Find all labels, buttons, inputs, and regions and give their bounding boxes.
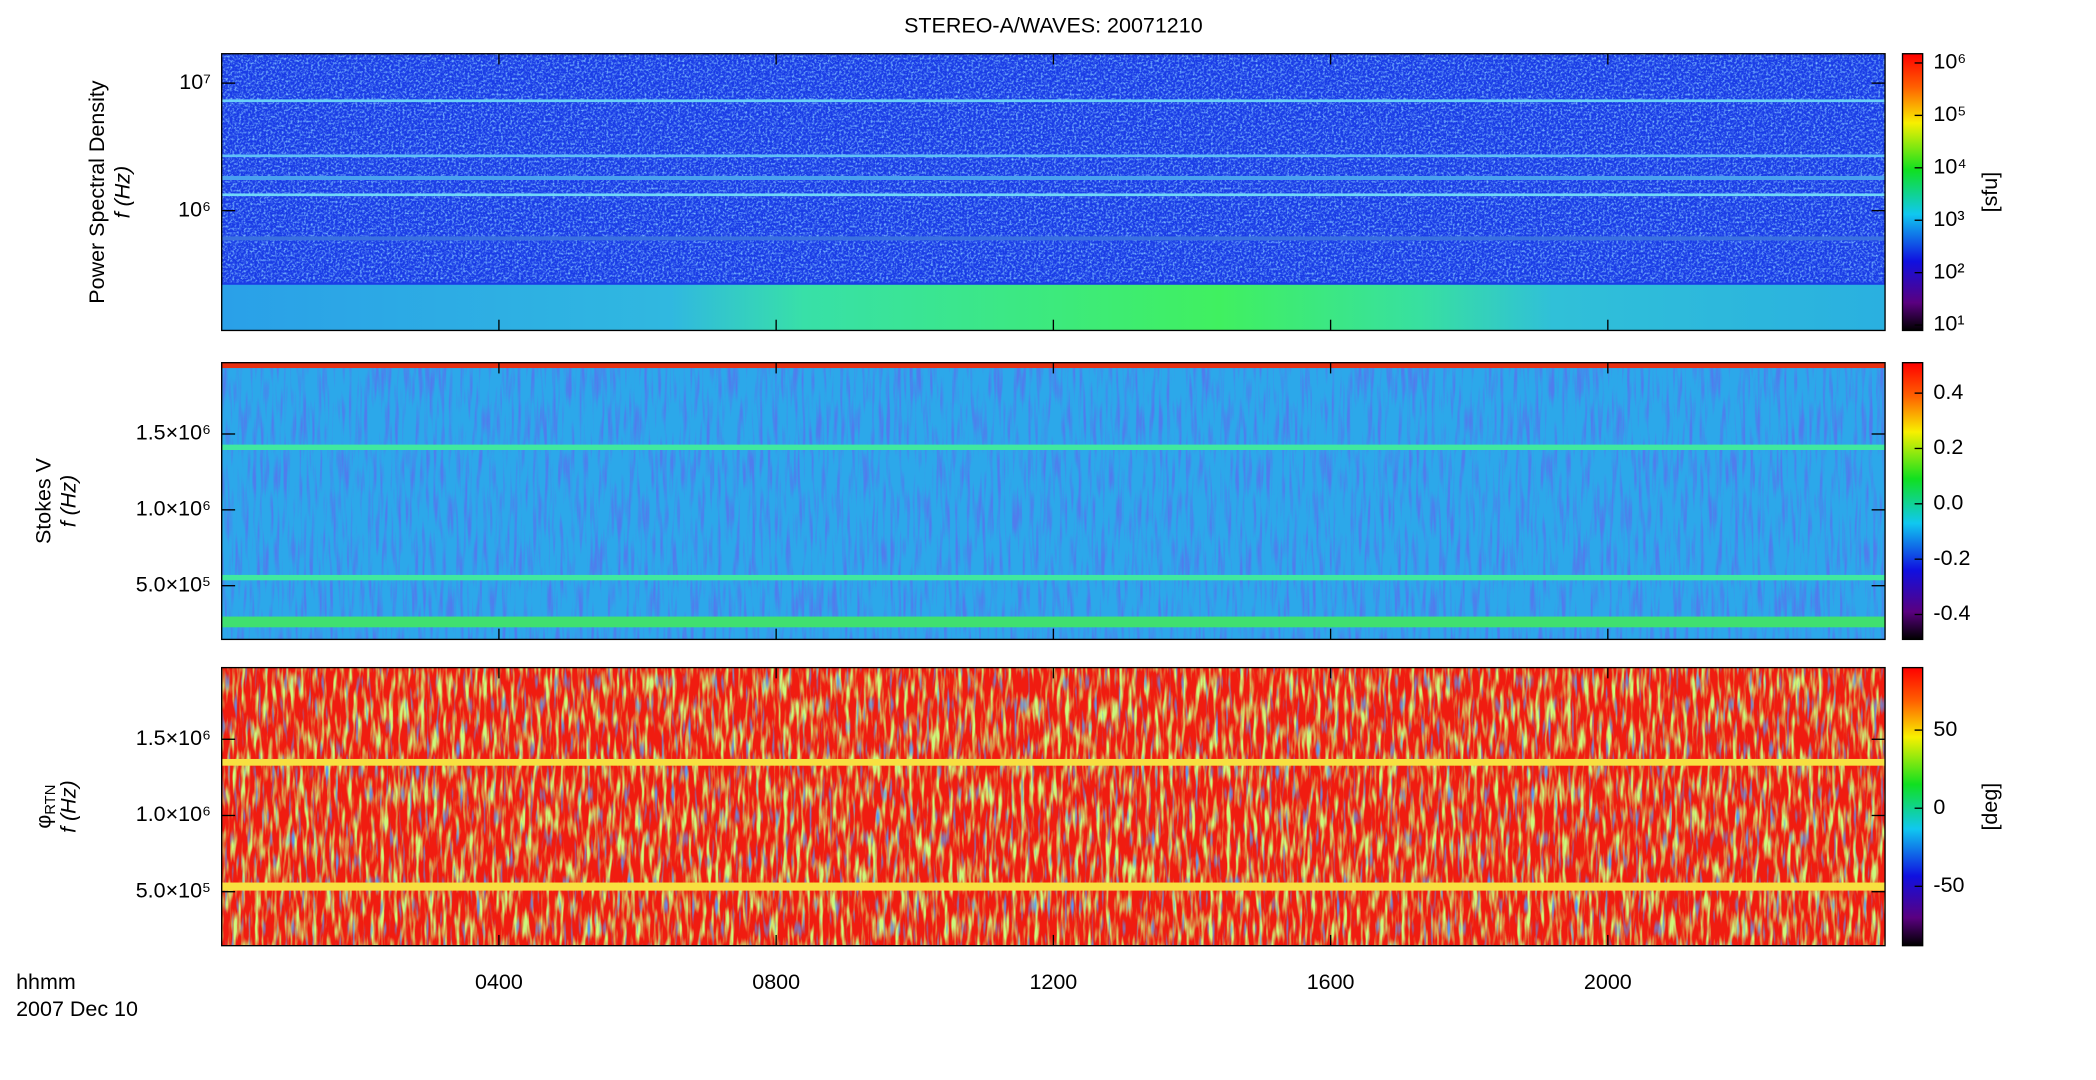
y-axis-label-main: φ: [31, 815, 55, 829]
colorbar-tick-label: 10¹: [1933, 312, 1964, 336]
colorbar-tick-label: 0.0: [1933, 490, 1963, 514]
colorbar-tick-label: 10³: [1933, 207, 1964, 231]
y-axis-label: Stokes V: [31, 457, 55, 544]
line: [221, 154, 1886, 158]
colorbar-tick-label: 10⁶: [1933, 50, 1966, 74]
colorbar-label: [sfu]: [1978, 172, 2002, 213]
y-axis-unit: f (Hz): [57, 475, 81, 528]
colorbar-tick-label: -0.4: [1933, 601, 1970, 625]
y-axis-label-main: Power Spectral Density: [85, 80, 109, 304]
y-tick-label: 5.0×10⁵: [136, 572, 211, 596]
x-tick-label: 2000: [1584, 970, 1632, 994]
colorbar-tick-label: 10⁵: [1933, 102, 1966, 126]
y-axis-unit: f (Hz): [57, 780, 81, 833]
x-tick-label: 0400: [475, 970, 523, 994]
y-tick-label: 1.0×10⁶: [136, 802, 211, 826]
y-tick-label: 10⁶: [178, 197, 211, 221]
x-tick-label: 1600: [1307, 970, 1355, 994]
line: [221, 616, 1886, 628]
colorbar-tick-label: 0.2: [1933, 435, 1963, 459]
colorbar: [1901, 362, 1924, 641]
line: [221, 758, 1886, 766]
y-axis-label-main: Stokes V: [31, 457, 55, 544]
date-label: 2007 Dec 10: [16, 997, 138, 1021]
colorbar: [1901, 666, 1924, 947]
x-tick-label: 0800: [752, 970, 800, 994]
line: [221, 236, 1886, 241]
y-tick-label: 1.5×10⁶: [136, 726, 211, 750]
y-tick-label: 5.0×10⁵: [136, 878, 211, 902]
y-axis-label: φRTN: [31, 785, 59, 829]
spectrogram-images: [221, 53, 1886, 946]
x-axis-label: hhmm: [16, 970, 76, 994]
colorbar-tick-label: 0: [1933, 795, 1945, 819]
line: [221, 574, 1886, 581]
line: [221, 193, 1886, 197]
line: [221, 175, 1886, 180]
colorbar-tick-label: 0.4: [1933, 380, 1963, 404]
noise: [221, 53, 1886, 283]
line: [221, 99, 1886, 103]
colorbar-tick-label: 10²: [1933, 259, 1964, 283]
y-tick-label: 1.5×10⁶: [136, 421, 211, 445]
y-axis-unit: f (Hz): [110, 166, 134, 219]
y-axis-label: Power Spectral Density: [85, 80, 109, 304]
y-tick-label: 1.0×10⁶: [136, 497, 211, 521]
x-tick-label: 1200: [1029, 970, 1077, 994]
colorbar-tick-label: 10⁴: [1933, 154, 1966, 178]
line: [221, 444, 1886, 450]
line: [221, 882, 1886, 891]
colorbar: [1901, 53, 1924, 332]
colorbar-tick-label: 50: [1933, 717, 1957, 741]
colorbar-tick-label: -50: [1933, 873, 1964, 897]
noise: [221, 667, 1886, 946]
colorbar-label: [deg]: [1978, 783, 2002, 831]
colorbar-tick-label: -0.2: [1933, 546, 1970, 570]
chart-title: STEREO-A/WAVES: 20071210: [904, 14, 1203, 38]
noise: [221, 362, 1886, 640]
y-tick-label: 10⁷: [179, 70, 211, 94]
y-axis-label-sub: RTN: [43, 785, 59, 815]
